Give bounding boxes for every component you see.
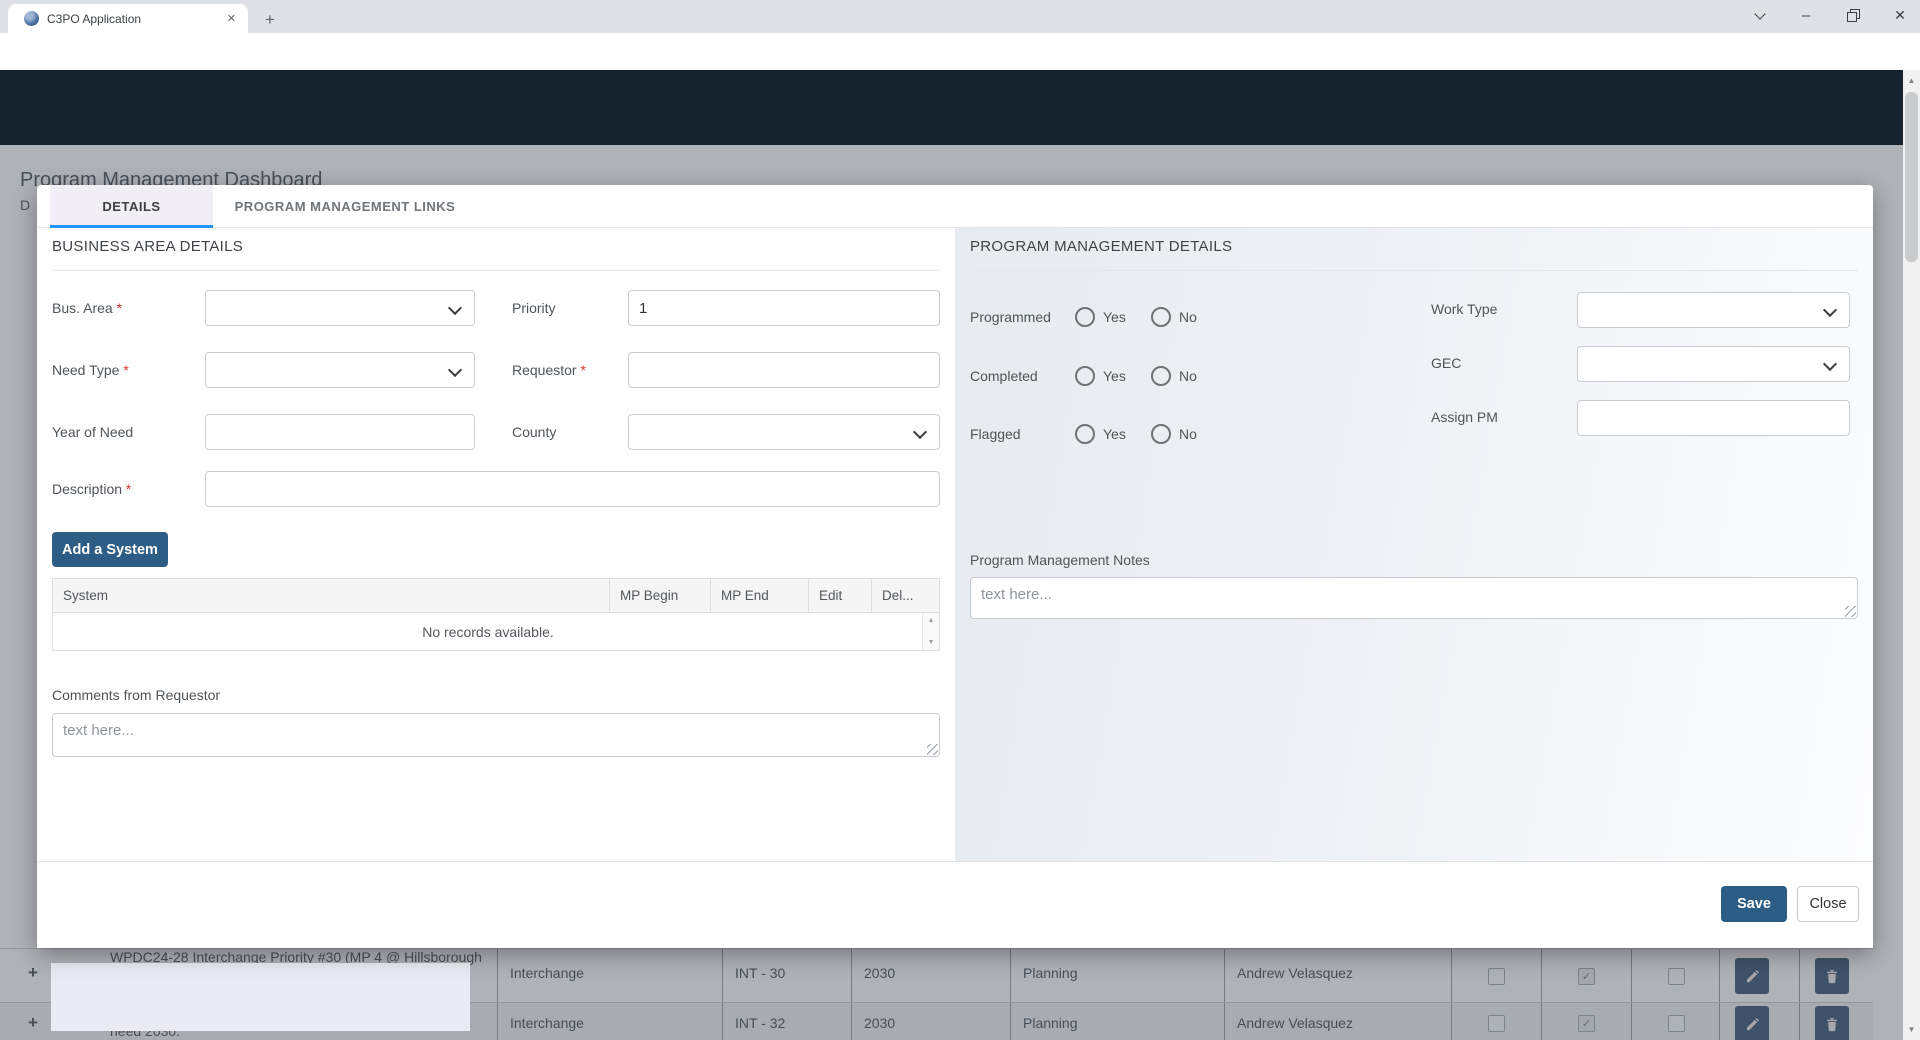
- need-details-modal: DETAILS PROGRAM MANAGEMENT LINKS BUSINES…: [37, 185, 1873, 948]
- required-asterisk: *: [580, 362, 586, 378]
- programmed-label: Programmed: [970, 309, 1051, 325]
- completed-no-radio[interactable]: [1151, 366, 1171, 386]
- column-header-mp-end[interactable]: MP End: [711, 579, 809, 612]
- flagged-no-label: No: [1179, 426, 1197, 442]
- column-header-system[interactable]: System: [53, 579, 610, 612]
- systems-table-header: System MP Begin MP End Edit Del...: [53, 579, 939, 613]
- page-scrollbar[interactable]: ▲ ▼: [1903, 70, 1920, 1040]
- systems-table-body: No records available. ▲ ▼: [53, 613, 939, 650]
- resize-grip-icon[interactable]: [927, 744, 938, 755]
- modal-tab-bar: DETAILS PROGRAM MANAGEMENT LINKS: [37, 185, 1873, 228]
- bus-area-label: Bus. Area *: [52, 300, 123, 316]
- completed-yes-radio[interactable]: [1075, 366, 1095, 386]
- window-restore-button[interactable]: [1838, 0, 1866, 30]
- requestor-label: Requestor *: [512, 362, 586, 378]
- programmed-no-radio[interactable]: [1151, 307, 1171, 327]
- priority-label: Priority: [512, 300, 556, 316]
- redacted-area: [51, 963, 470, 1031]
- pm-notes-textarea[interactable]: [970, 577, 1858, 619]
- pm-notes-label: Program Management Notes: [970, 552, 1150, 568]
- comments-label: Comments from Requestor: [52, 687, 221, 703]
- programmed-yes-label: Yes: [1103, 309, 1126, 325]
- active-tab-underline: [50, 225, 213, 228]
- table-scrollbar[interactable]: ▲ ▼: [922, 613, 939, 650]
- bus-area-select[interactable]: [205, 290, 475, 326]
- county-label: County: [512, 424, 557, 440]
- gec-label: GEC: [1431, 355, 1462, 371]
- priority-input[interactable]: [628, 290, 940, 326]
- tab-close-icon[interactable]: ✕: [226, 13, 236, 25]
- requestor-input[interactable]: [628, 352, 940, 388]
- scroll-down-icon[interactable]: ▼: [927, 639, 935, 646]
- required-asterisk: *: [125, 481, 132, 497]
- scrollbar-thumb[interactable]: [1905, 92, 1918, 262]
- systems-table: System MP Begin MP End Edit Del... No re…: [52, 578, 940, 651]
- scroll-up-icon[interactable]: ▲: [1907, 76, 1916, 85]
- no-records-text: No records available.: [422, 623, 554, 640]
- scroll-down-icon[interactable]: ▼: [1907, 1025, 1916, 1034]
- browser-titlebar: C3PO Application ✕ + – ✕: [0, 0, 1920, 33]
- gec-select[interactable]: [1577, 346, 1850, 382]
- tab-title: C3PO Application: [47, 11, 142, 26]
- browser-toolbar: ← → ↻ ⌂ https://c3po.fdot.gov/#/managene…: [0, 33, 1920, 99]
- need-type-select[interactable]: [205, 352, 475, 388]
- window-close-button[interactable]: ✕: [1894, 6, 1906, 23]
- tab-details[interactable]: DETAILS: [50, 185, 213, 227]
- program-management-heading: PROGRAM MANAGEMENT DETAILS: [970, 238, 1233, 255]
- column-header-del[interactable]: Del...: [882, 588, 914, 603]
- required-asterisk: *: [116, 300, 123, 316]
- programmed-yes-radio[interactable]: [1075, 307, 1095, 327]
- need-type-label: Need Type *: [52, 362, 129, 378]
- assign-pm-input[interactable]: [1577, 400, 1850, 436]
- window-minimize-button[interactable]: –: [1801, 6, 1811, 24]
- description-input[interactable]: [205, 471, 940, 507]
- programmed-no-label: No: [1179, 309, 1197, 325]
- comments-textarea[interactable]: [52, 713, 940, 757]
- required-asterisk: *: [123, 362, 129, 378]
- flagged-no-radio[interactable]: [1151, 424, 1171, 444]
- description-label: Description *: [52, 481, 132, 497]
- year-of-need-input[interactable]: [205, 414, 475, 450]
- modal-footer: Save Close: [37, 861, 1873, 948]
- column-header-mp-begin[interactable]: MP Begin: [610, 579, 711, 612]
- column-header-edit[interactable]: Edit: [809, 579, 872, 612]
- new-tab-button[interactable]: +: [265, 10, 275, 29]
- completed-yes-label: Yes: [1103, 368, 1126, 384]
- page-background: Program Management Dashboard D + WPDC24-…: [0, 145, 1920, 1040]
- favicon-icon: [24, 11, 39, 26]
- completed-no-label: No: [1179, 368, 1197, 384]
- county-select[interactable]: [628, 414, 940, 450]
- browser-tab[interactable]: C3PO Application ✕: [8, 4, 248, 33]
- scroll-up-icon[interactable]: ▲: [927, 617, 935, 624]
- restore-icon: [1847, 9, 1860, 22]
- resize-grip-icon[interactable]: [1845, 606, 1856, 617]
- chevron-down-icon: [1754, 7, 1766, 20]
- flagged-yes-label: Yes: [1103, 426, 1126, 442]
- flagged-yes-radio[interactable]: [1075, 424, 1095, 444]
- flagged-label: Flagged: [970, 426, 1021, 442]
- completed-label: Completed: [970, 368, 1038, 384]
- save-button[interactable]: Save: [1721, 886, 1787, 922]
- assign-pm-label: Assign PM: [1431, 409, 1498, 425]
- year-of-need-label: Year of Need: [52, 424, 134, 440]
- close-button[interactable]: Close: [1797, 886, 1859, 922]
- work-type-select[interactable]: [1577, 292, 1850, 328]
- business-area-heading: BUSINESS AREA DETAILS: [52, 238, 244, 255]
- add-system-button[interactable]: Add a System: [52, 532, 168, 567]
- work-type-label: Work Type: [1431, 301, 1498, 317]
- tab-program-management-links[interactable]: PROGRAM MANAGEMENT LINKS: [234, 198, 456, 214]
- window-chevron-button[interactable]: [1746, 0, 1774, 30]
- app-header: c3po Florida Department of Transportatio…: [0, 70, 1920, 198]
- program-management-pane: PROGRAM MANAGEMENT DETAILS Programmed Ye…: [955, 228, 1873, 861]
